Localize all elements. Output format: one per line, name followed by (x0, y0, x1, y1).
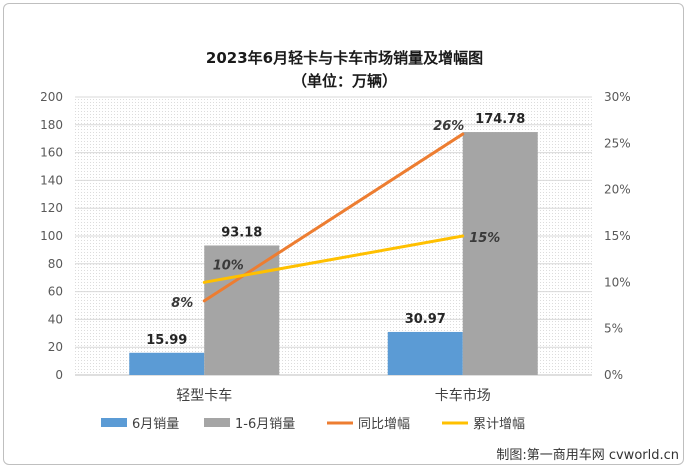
y-tick-label: 120 (40, 201, 63, 215)
y2-tick-label: 5% (604, 322, 623, 336)
y-tick-label: 60 (48, 285, 63, 299)
y-tick-label: 80 (48, 257, 63, 271)
chart-subtitle: （单位：万辆） (291, 72, 397, 90)
y2-tick-label: 15% (604, 229, 631, 243)
y-tick-label: 40 (48, 312, 63, 326)
bar-value-label: 30.97 (405, 312, 446, 327)
chart-title: 2023年6月轻卡与卡车市场销量及增幅图 (205, 49, 484, 67)
y-tick-label: 200 (40, 90, 63, 104)
bar (129, 352, 205, 375)
y-tick-label: 160 (40, 146, 63, 160)
legend-label: 1-6月销量 (235, 417, 295, 432)
line-value-label: 26% (433, 119, 464, 134)
x-tick-label: 轻型卡车 (176, 387, 232, 404)
series-line (202, 234, 465, 284)
y2-tick-label: 0% (604, 368, 623, 382)
y-tick-label: 20 (48, 340, 63, 354)
chart-credit: 制图:第一商用车网 cvworld.cn (496, 448, 679, 463)
line-value-label: 15% (469, 231, 500, 246)
line-value-label: 10% (213, 258, 244, 273)
bar-value-label: 174.78 (475, 112, 525, 127)
series-line (202, 132, 465, 303)
y-tick-label: 100 (40, 229, 63, 243)
y2-tick-label: 20% (604, 183, 631, 197)
legend-swatch (204, 418, 230, 427)
x-tick-label: 卡车市场 (435, 387, 491, 404)
y2-tick-label: 10% (604, 275, 631, 289)
legend-swatch (101, 418, 127, 427)
legend-label: 同比增幅 (358, 417, 410, 432)
bar-value-label: 15.99 (146, 333, 187, 348)
y-tick-label: 180 (40, 118, 63, 132)
bar (462, 132, 538, 375)
bar (204, 245, 280, 375)
bar-value-label: 93.18 (221, 225, 262, 240)
y2-tick-label: 30% (604, 90, 631, 104)
y2-tick-label: 25% (604, 136, 631, 150)
y-tick-label: 0 (55, 368, 63, 382)
bar (387, 331, 463, 375)
legend-label: 累计增幅 (473, 417, 525, 432)
legend-label: 6月销量 (132, 417, 179, 432)
line-value-label: 8% (171, 296, 193, 311)
y-tick-label: 140 (40, 173, 63, 187)
